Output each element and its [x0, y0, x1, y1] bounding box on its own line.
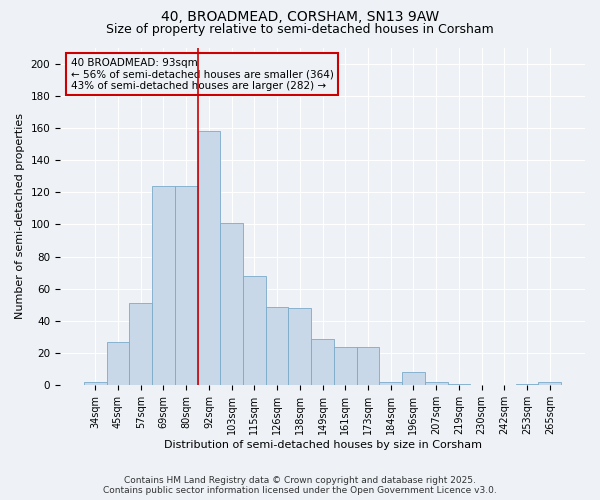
Text: Contains HM Land Registry data © Crown copyright and database right 2025.
Contai: Contains HM Land Registry data © Crown c…	[103, 476, 497, 495]
Bar	[84, 382, 107, 386]
Bar	[130, 304, 152, 386]
Y-axis label: Number of semi-detached properties: Number of semi-detached properties	[15, 114, 25, 320]
Bar	[356, 346, 379, 386]
Bar	[515, 384, 538, 386]
Bar	[538, 382, 561, 386]
Bar	[243, 276, 266, 386]
Bar	[266, 306, 289, 386]
Bar	[152, 186, 175, 386]
Bar	[379, 382, 402, 386]
Text: 40, BROADMEAD, CORSHAM, SN13 9AW: 40, BROADMEAD, CORSHAM, SN13 9AW	[161, 10, 439, 24]
Bar	[107, 342, 130, 386]
Bar	[175, 186, 197, 386]
Bar	[402, 372, 425, 386]
Bar	[289, 308, 311, 386]
Bar	[425, 382, 448, 386]
Bar	[197, 131, 220, 386]
Bar	[334, 346, 356, 386]
X-axis label: Distribution of semi-detached houses by size in Corsham: Distribution of semi-detached houses by …	[164, 440, 482, 450]
Text: 40 BROADMEAD: 93sqm
← 56% of semi-detached houses are smaller (364)
43% of semi-: 40 BROADMEAD: 93sqm ← 56% of semi-detach…	[71, 58, 334, 91]
Bar	[311, 338, 334, 386]
Bar	[448, 384, 470, 386]
Text: Size of property relative to semi-detached houses in Corsham: Size of property relative to semi-detach…	[106, 22, 494, 36]
Bar	[220, 223, 243, 386]
